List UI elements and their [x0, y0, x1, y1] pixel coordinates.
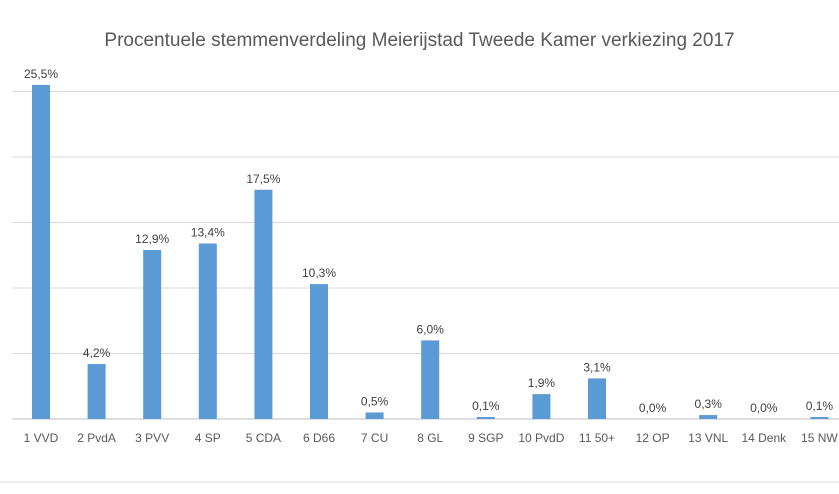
data-label: 4,2% — [83, 346, 111, 360]
x-tick-label: 1 VVD — [24, 431, 59, 445]
x-tick-label: 4 SP — [195, 431, 221, 445]
bar — [87, 363, 106, 419]
x-tick-label: 7 CU — [361, 431, 388, 445]
x-tick-label: 13 VNL — [688, 431, 728, 445]
bar — [699, 415, 718, 419]
data-label: 1,9% — [528, 376, 556, 390]
gridlines — [0, 91, 839, 483]
data-label: 0,0% — [639, 401, 667, 415]
data-label: 0,1% — [806, 399, 834, 413]
x-tick-label: 2 PvdA — [77, 431, 116, 445]
bar — [310, 284, 328, 419]
x-tick-label: 6 D66 — [303, 431, 335, 445]
bar — [421, 340, 440, 419]
x-tick-labels: 1 VVD 2 PvdA 3 PVV 4 SP 5 CDA 6 D66 7 CU 8 GL 9 … — [24, 431, 839, 445]
data-label: 0,0% — [750, 401, 778, 415]
data-label: 6,0% — [417, 322, 445, 336]
x-tick-label: 5 CDA — [246, 431, 281, 445]
bar — [810, 417, 829, 419]
bar — [365, 412, 384, 419]
data-label: 10,3% — [302, 266, 336, 280]
x-tick-label: 12 OP — [636, 431, 670, 445]
bar — [198, 243, 217, 419]
bar — [32, 84, 50, 419]
bar — [588, 378, 606, 419]
data-labels: 25,5% 4,2% 12,9% 13,4% 17,5% 10,3% 0,5% 6,0% 0,1… — [24, 67, 833, 415]
bars — [32, 84, 829, 419]
x-tick-label: 10 PvdD — [518, 431, 564, 445]
x-tick-label: 14 Denk — [741, 431, 787, 445]
bar — [476, 417, 495, 419]
data-label: 3,1% — [583, 360, 611, 374]
chart-title: Procentuele stemmenverdeling Meierijstad… — [104, 30, 735, 51]
data-label: 0,5% — [361, 394, 389, 408]
x-tick-label: 15 NW — [801, 431, 838, 445]
bar — [143, 250, 162, 419]
x-tick-label: 8 GL — [417, 431, 443, 445]
data-label: 13,4% — [191, 225, 225, 239]
bar — [254, 189, 273, 419]
data-label: 0,3% — [695, 397, 723, 411]
data-label: 12,9% — [135, 232, 169, 246]
data-label: 17,5% — [246, 172, 280, 186]
data-label: 0,1% — [472, 399, 500, 413]
data-label: 25,5% — [24, 67, 58, 81]
bar — [532, 394, 551, 419]
x-tick-label: 11 50+ — [579, 431, 615, 445]
x-tick-label: 9 SGP — [468, 431, 503, 445]
x-tick-label: 3 PVV — [135, 431, 169, 445]
